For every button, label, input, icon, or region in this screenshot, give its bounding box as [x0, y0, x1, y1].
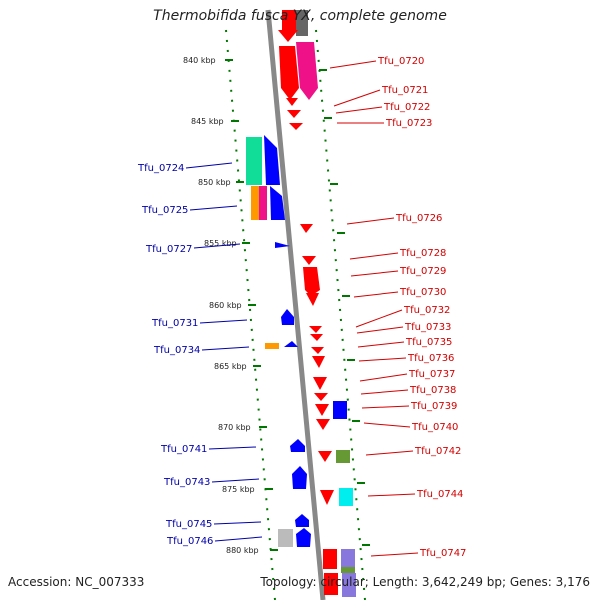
- tick-label: 865 kbp: [214, 362, 247, 371]
- gene-label[interactable]: Tfu_0742: [414, 446, 461, 457]
- gene-label[interactable]: Tfu_0725: [141, 205, 188, 216]
- right-tick-track: [316, 30, 365, 600]
- tick-label: 845 kbp: [191, 117, 224, 126]
- gene-label[interactable]: Tfu_0746: [166, 536, 213, 547]
- gene-label[interactable]: Tfu_0730: [399, 287, 446, 298]
- accession-text: Accession: NC_007333: [8, 575, 144, 589]
- gene-label[interactable]: Tfu_0739: [410, 401, 457, 412]
- gene-label[interactable]: Tfu_0740: [411, 422, 458, 433]
- forward-gene-labels: Tfu_0720 Tfu_0721 Tfu_0722 Tfu_0723 Tfu_…: [330, 56, 466, 559]
- map-title: Thermobifida fusca YX, complete genome: [0, 8, 600, 24]
- gene-label[interactable]: Tfu_0723: [385, 118, 432, 129]
- gene-label[interactable]: Tfu_0721: [381, 85, 428, 96]
- gene-label[interactable]: Tfu_0744: [416, 489, 463, 500]
- gene-label[interactable]: Tfu_0720: [377, 56, 424, 67]
- gene-label[interactable]: Tfu_0727: [145, 244, 192, 255]
- gene-label[interactable]: Tfu_0732: [403, 305, 450, 316]
- gene-label[interactable]: Tfu_0745: [165, 519, 212, 530]
- gene-label[interactable]: Tfu_0738: [409, 385, 456, 396]
- tick-label: 850 kbp: [198, 178, 231, 187]
- gene-label[interactable]: Tfu_0734: [153, 345, 200, 356]
- tick-marks: 840 kbp 845 kbp 850 kbp 855 kbp 860 kbp …: [183, 56, 370, 555]
- gene-label[interactable]: Tfu_0736: [407, 353, 454, 364]
- gene-label[interactable]: Tfu_0722: [383, 102, 430, 113]
- tick-label: 860 kbp: [209, 301, 242, 310]
- tick-label: 880 kbp: [226, 546, 259, 555]
- gene-label[interactable]: Tfu_0743: [163, 477, 210, 488]
- gene-label[interactable]: Tfu_0728: [399, 248, 446, 259]
- gene-label[interactable]: Tfu_0733: [404, 322, 451, 333]
- gene-label[interactable]: Tfu_0737: [408, 369, 455, 380]
- tick-label: 870 kbp: [218, 423, 251, 432]
- genome-summary-text: Topology: circular; Length: 3,642,249 bp…: [260, 575, 590, 589]
- left-tick-track: [226, 30, 275, 600]
- tick-label: 840 kbp: [183, 56, 216, 65]
- gene-label[interactable]: Tfu_0731: [151, 318, 198, 329]
- gene-label[interactable]: Tfu_0735: [405, 337, 452, 348]
- genome-map: 840 kbp 845 kbp 850 kbp 855 kbp 860 kbp …: [0, 0, 600, 600]
- gene-label[interactable]: Tfu_0724: [137, 163, 184, 174]
- tick-label: 875 kbp: [222, 485, 255, 494]
- gene-label[interactable]: Tfu_0729: [399, 266, 446, 277]
- gene-label[interactable]: Tfu_0747: [419, 548, 466, 559]
- gene-label[interactable]: Tfu_0726: [395, 213, 442, 224]
- gene-label[interactable]: Tfu_0741: [160, 444, 207, 455]
